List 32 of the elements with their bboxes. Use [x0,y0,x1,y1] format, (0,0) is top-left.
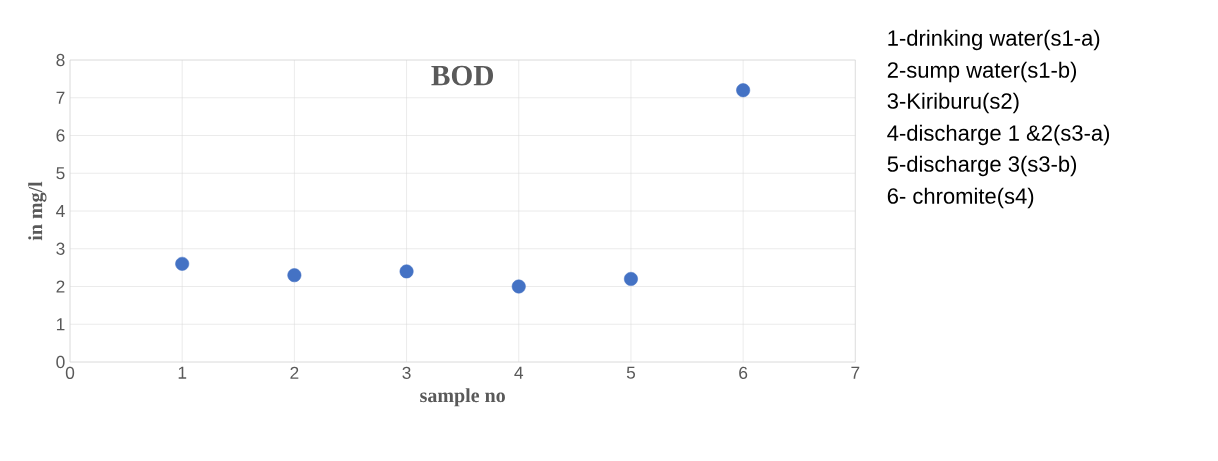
y-tick-label: 8 [56,53,65,67]
x-tick-label: 5 [626,366,636,379]
point [399,264,414,279]
y-tick-label: 3 [56,242,65,255]
y-axis-title: in mg/l [28,181,47,241]
text: 5-discharge 3(s3-b) [887,155,1077,177]
x-tick-label: 2 [290,366,299,379]
y-tick-label: 0 [56,355,65,369]
text: 3-Kiriburu(s2) [887,92,1019,114]
x-tick-label: 6 [739,366,748,379]
x-tick-label: 1 [178,366,187,379]
text: 1-drinking water(s1-a) [888,29,1100,51]
point [175,256,190,271]
y-tick-label: 2 [56,280,65,293]
y-tick-label: 4 [56,205,65,217]
y-tick-label: 1 [56,318,65,331]
point [624,272,638,286]
x-axis-title: sample no [420,388,505,407]
y-tick-label: 6 [56,129,65,142]
text: 2-sump water(s1-b) [887,61,1077,83]
point [511,279,526,294]
text: 6- chromite(s4) [887,187,1034,209]
chart-title: BOD [431,65,494,86]
x-tick-label: 7 [851,366,860,379]
point [736,83,751,98]
point [287,268,302,283]
y-tick-label: 5 [56,167,65,180]
x-tick-label: 4 [514,366,524,379]
y-tick-label: 7 [56,91,65,104]
x-tick-label: 3 [402,366,411,379]
text: 4-discharge 1 &2(s3-a) [887,124,1110,146]
x-tick-label: 0 [65,366,75,379]
